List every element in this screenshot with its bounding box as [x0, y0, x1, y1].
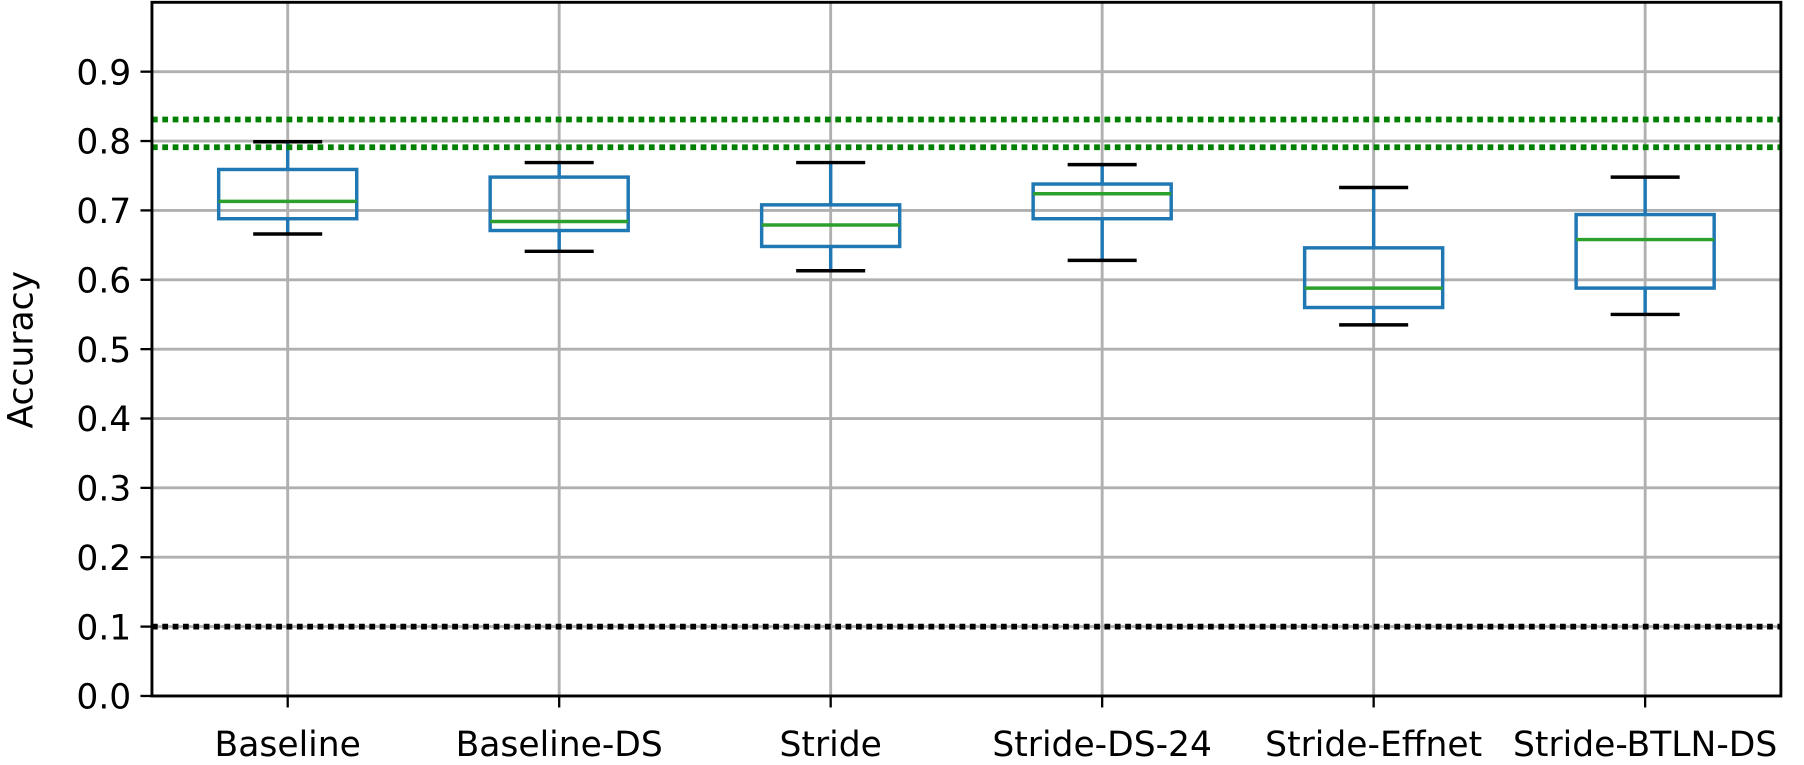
y-tick-label: 0.3 — [76, 470, 131, 510]
y-tick-label: 0.0 — [76, 678, 131, 718]
y-tick-label: 0.1 — [76, 608, 131, 648]
y-tick-label: 0.4 — [76, 400, 131, 440]
box — [216, 167, 359, 221]
y-tick-label: 0.6 — [76, 261, 131, 301]
x-tick-label: Stride-BTLN-DS — [1513, 725, 1777, 765]
x-tick-label: Stride — [780, 725, 882, 765]
y-tick-label: 0.9 — [76, 53, 131, 93]
y-tick-label: 0.2 — [76, 539, 131, 579]
box — [1302, 246, 1445, 310]
box — [488, 175, 630, 233]
plot-frame — [150, 0, 1783, 698]
x-tick-label: Stride-DS-24 — [992, 725, 1212, 765]
x-tick-label: Baseline — [215, 725, 361, 765]
x-tick-label: Baseline-DS — [456, 725, 663, 765]
y-tick-label: 0.5 — [76, 331, 131, 371]
box — [1574, 212, 1716, 290]
box — [1031, 182, 1173, 221]
y-axis-label: Accuracy — [1, 271, 41, 429]
y-tick-label: 0.7 — [76, 192, 131, 232]
x-tick-label: Stride-Effnet — [1265, 725, 1482, 765]
y-tick-label: 0.8 — [76, 123, 131, 163]
